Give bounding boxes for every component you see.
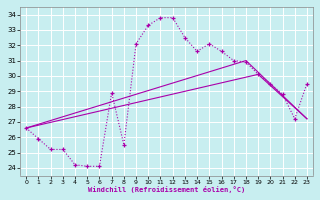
X-axis label: Windchill (Refroidissement éolien,°C): Windchill (Refroidissement éolien,°C) [88, 186, 245, 193]
